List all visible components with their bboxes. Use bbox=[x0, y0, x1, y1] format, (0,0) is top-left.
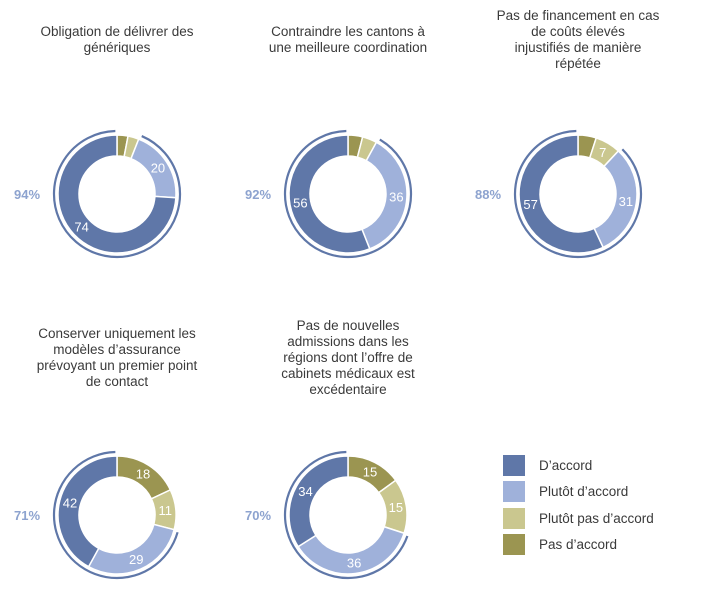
donut-segment bbox=[57, 455, 118, 568]
segment-value-label: 7 bbox=[599, 145, 606, 160]
segment-value-label: 11 bbox=[159, 503, 173, 518]
agree-percentage: 88% bbox=[475, 187, 501, 202]
chart-title-line: modèles d’assurance bbox=[53, 342, 181, 357]
segment-value-label: 74 bbox=[74, 220, 88, 235]
segment-value-label: 56 bbox=[293, 196, 307, 211]
agree-percentage: 94% bbox=[14, 187, 40, 202]
agree-ring bbox=[52, 450, 179, 580]
legend-item-accord: D’accord bbox=[503, 452, 654, 479]
legend-label-accord: D’accord bbox=[539, 457, 593, 473]
segment-value-label: 36 bbox=[347, 556, 361, 571]
chart-title-line: Contraindre les cantons à bbox=[271, 24, 425, 39]
segment-value-label: 18 bbox=[136, 467, 150, 482]
chart-title-line: génériques bbox=[84, 40, 151, 55]
chart-title-line: une meilleure coordination bbox=[269, 40, 427, 55]
chart-title-line: Pas de nouvelles bbox=[297, 318, 400, 333]
segment-value-label: 31 bbox=[619, 194, 633, 209]
chart-title-line: répétée bbox=[555, 56, 601, 71]
legend-label-plutot-pas-accord: Plutôt pas d’accord bbox=[539, 510, 654, 526]
legend-item-plutot-accord: Plutôt d’accord bbox=[503, 479, 654, 506]
legend-item-plutot-pas-accord: Plutôt pas d’accord bbox=[503, 505, 654, 532]
chart-title-line: Pas de financement en cas bbox=[497, 8, 660, 23]
legend-swatch-pas-accord bbox=[503, 534, 525, 556]
chart-title-line: excédentaire bbox=[309, 382, 386, 397]
chart-title-line: injustifiés de manière bbox=[515, 40, 642, 55]
chart-title-line: Conserver uniquement les bbox=[38, 326, 196, 341]
legend-label-pas-accord: Pas d’accord bbox=[539, 537, 618, 553]
segment-value-label: 20 bbox=[151, 161, 165, 176]
agree-ring bbox=[513, 129, 643, 259]
chart-title-line: prévoyant un premier point bbox=[37, 358, 198, 373]
agree-ring bbox=[283, 450, 409, 580]
agree-percentage: 92% bbox=[245, 187, 271, 202]
agree-ring bbox=[283, 129, 413, 259]
legend-label-plutot-accord: Plutôt d’accord bbox=[539, 484, 629, 500]
chart-title-line: admissions dans les bbox=[287, 334, 409, 349]
chart-title-line: cabinets médicaux est bbox=[281, 366, 415, 381]
chart-title-line: Obligation de délivrer des bbox=[40, 24, 193, 39]
donut-segment bbox=[57, 134, 177, 254]
segment-value-label: 57 bbox=[523, 197, 537, 212]
segment-value-label: 42 bbox=[63, 495, 77, 510]
agree-ring bbox=[52, 129, 182, 259]
legend-item-pas-accord: Pas d’accord bbox=[503, 532, 654, 559]
legend-swatch-plutot-pas-accord bbox=[503, 507, 525, 529]
donut-segment bbox=[518, 134, 605, 254]
agree-percentage: 71% bbox=[14, 508, 40, 523]
legend-swatch-plutot-accord bbox=[503, 481, 525, 503]
chart-title-line: de contact bbox=[86, 374, 149, 389]
segment-value-label: 15 bbox=[363, 464, 377, 479]
segment-value-label: 36 bbox=[389, 190, 403, 205]
segment-value-label: 15 bbox=[389, 500, 403, 515]
donut-segment bbox=[288, 455, 349, 548]
agree-percentage: 70% bbox=[245, 508, 271, 523]
legend: D’accord Plutôt d’accord Plutôt pas d’ac… bbox=[503, 452, 654, 558]
legend-swatch-accord bbox=[503, 454, 525, 476]
segment-value-label: 29 bbox=[129, 552, 143, 567]
donut-segment bbox=[288, 134, 371, 254]
chart-title-line: régions dont l’offre de bbox=[283, 350, 413, 365]
chart-title-line: de coûts élevés bbox=[531, 24, 625, 39]
segment-value-label: 34 bbox=[298, 484, 312, 499]
